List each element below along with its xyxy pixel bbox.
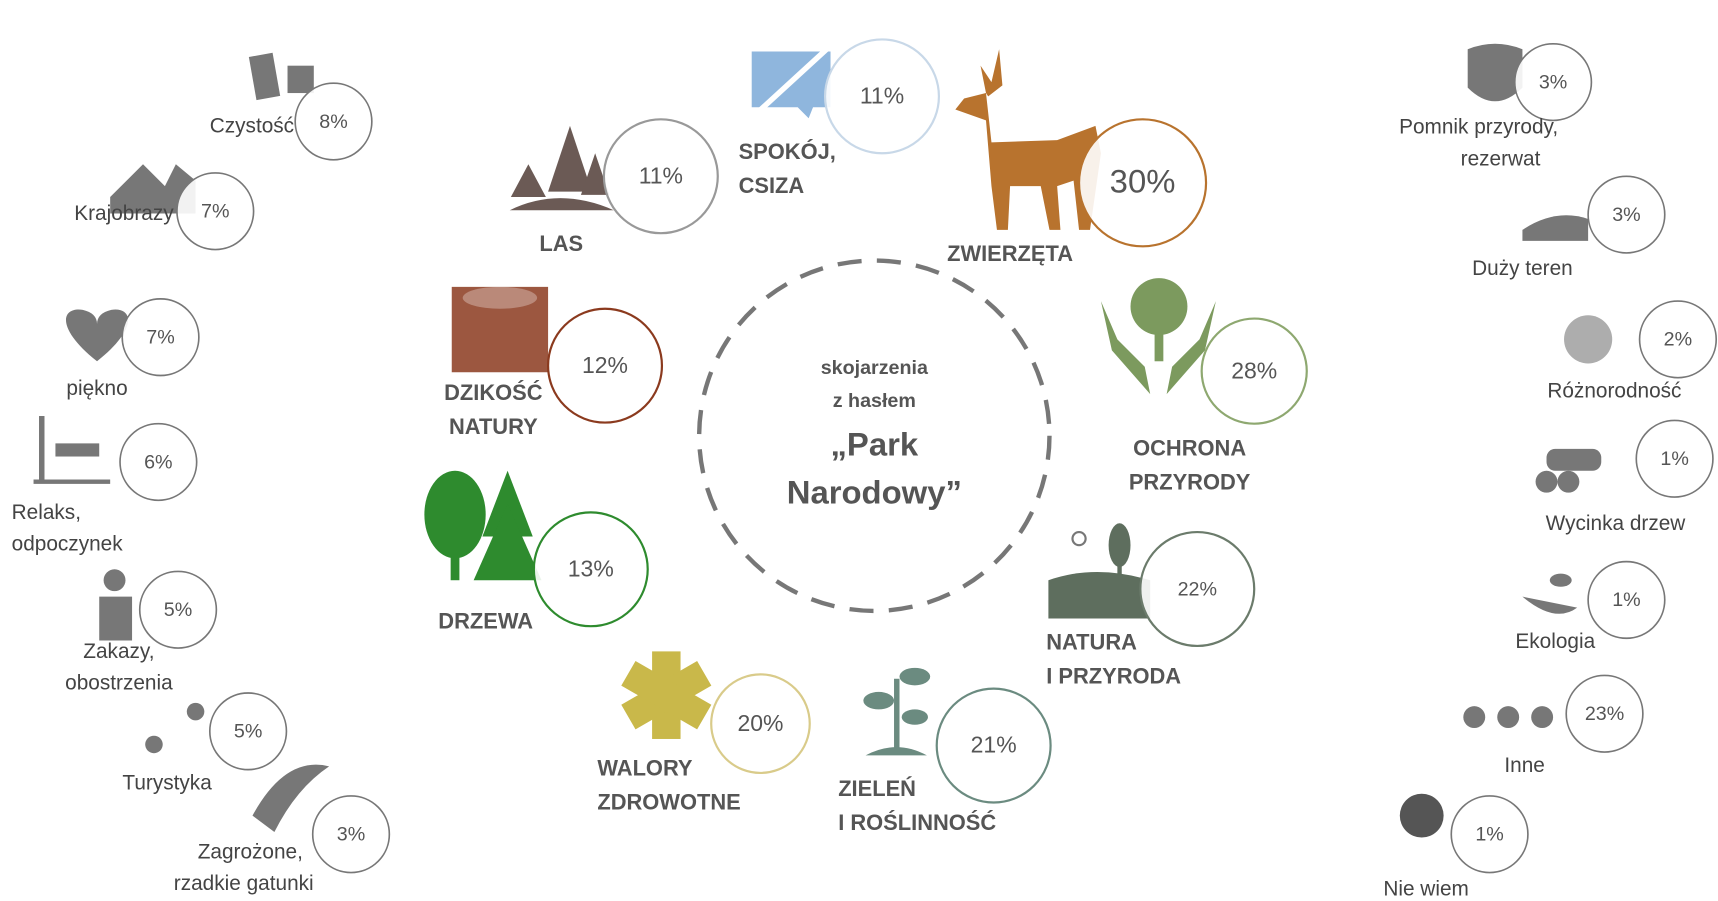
item-label: rzadkie gatunki [174,872,314,895]
item-label: DZIKOŚĆ [444,380,543,405]
icon-quiet [751,39,837,119]
value-circle [1139,530,1256,648]
value-text: 23% [1585,703,1624,725]
icon-deer [955,49,1101,230]
item-label: rezerwat [1461,147,1541,170]
item-label: OCHRONA [1133,436,1246,461]
value-text: 22% [1178,578,1217,600]
value-circle [121,298,200,377]
value-circle [710,673,811,775]
item-label: ZIELEŃ [838,776,916,801]
item-label: obostrzenia [65,672,173,695]
item-label: Turystyka [122,771,212,794]
value-circle [1635,419,1714,498]
value-text: 7% [201,201,229,223]
icon-protect [1100,278,1216,395]
item-label: Krajobrazy [74,202,174,225]
center-title: Narodowy” [787,474,962,511]
value-text: 3% [337,824,365,846]
value-text: 6% [144,451,172,473]
item-label: Nie wiem [1383,878,1469,901]
item-label: I PRZYRODA [1046,663,1181,688]
icon-landscape [1048,523,1151,619]
item-label: ZDROWOTNE [597,789,740,814]
item-label: odpoczynek [12,533,124,556]
value-text: 5% [164,599,192,621]
item-label: CSIZA [739,173,805,198]
value-text: 7% [146,326,174,348]
value-circle [138,570,218,649]
value-circle [1587,175,1666,254]
icon-forest [509,125,614,211]
value-circle [176,172,255,251]
value-text: 8% [319,111,347,133]
value-circle [935,687,1052,804]
item-label: Czystość [210,114,294,137]
value-circle [602,118,719,235]
value-circle [1513,42,1593,122]
icons [33,39,1613,838]
value-circle [823,38,941,155]
value-circle [119,422,198,502]
value-text: 12% [582,352,628,378]
item-label: Inne [1504,754,1544,777]
value-circle [532,511,649,628]
icon-trees [424,470,542,581]
value-circle [208,692,288,771]
value-circle [1200,317,1308,425]
item-label: LAS [539,231,583,256]
item-label: SPOKÓJ, [739,139,836,164]
item-label: piękno [66,377,127,400]
item-label: Ekologia [1515,630,1595,653]
value-text: 30% [1110,163,1176,200]
center-line: skojarzenia [821,357,929,379]
value-text: 3% [1539,71,1567,93]
value-text: 13% [568,555,614,581]
item-label: PRZYRODY [1129,470,1251,495]
value-text: 1% [1475,824,1503,846]
value-text: 1% [1660,448,1688,470]
value-circle [1638,300,1718,379]
item-label: Zakazy, [83,640,154,663]
value-text: 2% [1664,329,1692,351]
item-label: WALORY [597,755,693,780]
item-label: I ROŚLINNOŚĆ [838,810,996,835]
item-label: Różnorodność [1547,379,1681,402]
center-ring [696,258,1052,614]
item-label: Duży teren [1472,257,1573,280]
icon-small [33,43,1613,838]
value-text: 3% [1612,204,1640,226]
value-text: 28% [1231,357,1277,383]
icon-health [621,651,712,739]
value-circle [1077,118,1208,248]
item-label: NATURA [1046,630,1137,655]
item-label: NATURY [449,414,538,439]
item-label: Wycinka drzew [1546,512,1687,535]
value-text: 11% [860,83,904,109]
item-label: ZWIERZĘTA [947,241,1073,266]
value-text: 11% [639,162,683,188]
value-text: 1% [1612,589,1640,611]
value-circle [1587,560,1666,640]
value-text: 5% [234,721,262,743]
value-circle [1565,674,1644,753]
value-text: 21% [971,732,1017,758]
value-circle [1450,795,1529,874]
value-circle [311,795,391,874]
center-title: „Park [831,425,919,462]
item-label: Zagrożone, [198,840,303,863]
value-circle [294,82,373,161]
value-circle [546,307,664,424]
icon-plant [863,667,931,756]
value-text: 20% [737,710,783,736]
item-label: Pomnik przyrody, [1399,116,1558,139]
item-label: Relaks, [12,501,81,524]
item-label: DRZEWA [438,609,533,634]
icon-wild [451,286,549,373]
center-line: z hasłem [833,390,916,412]
